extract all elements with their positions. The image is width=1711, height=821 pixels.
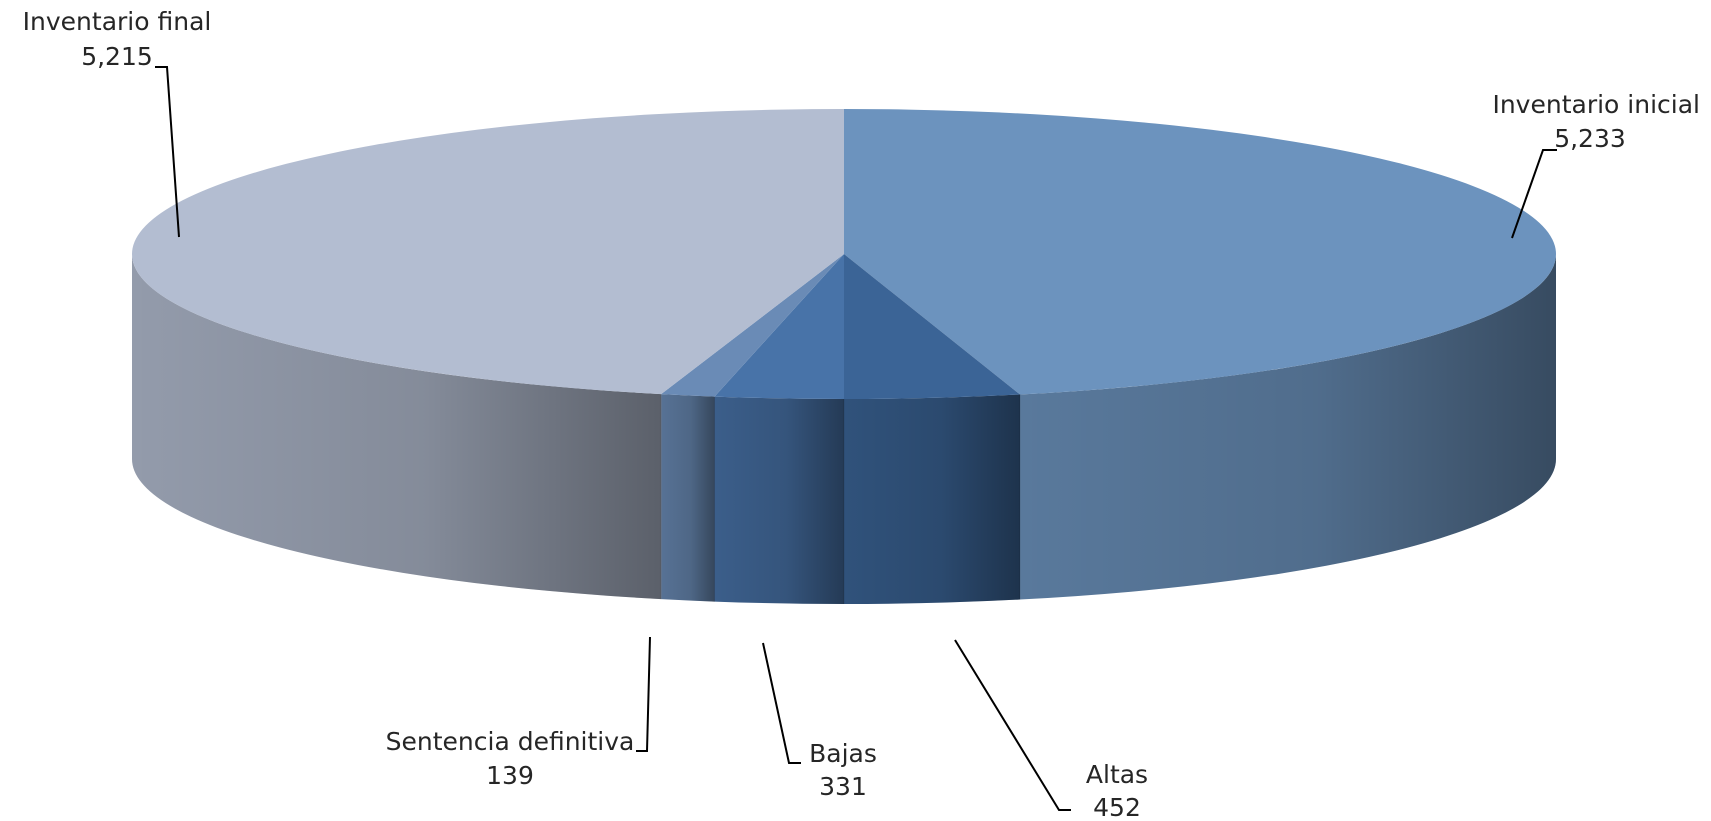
label-altas: Altas xyxy=(1086,760,1148,789)
pie-side-shade-sentencia-definitiva xyxy=(661,394,715,602)
pie-side-shade-inventario-final xyxy=(132,254,662,600)
leader-line-sentencia-definitiva xyxy=(636,636,651,752)
pie-side-shade-bajas xyxy=(714,396,844,604)
leader-line-inventario-final xyxy=(155,66,180,238)
pie-side-shade-altas xyxy=(844,394,1020,604)
label-bajas: Bajas xyxy=(809,739,877,768)
pie-slice-sentencia-definitiva xyxy=(661,254,844,397)
value-inventario-inicial: 5,233 xyxy=(1554,124,1626,153)
value-inventario-final: 5,215 xyxy=(81,42,153,71)
leader-line-altas xyxy=(954,639,1071,811)
value-bajas: 331 xyxy=(819,772,867,801)
label-inventario-inicial: Inventario inicial xyxy=(1492,90,1700,119)
value-sentencia-definitiva: 139 xyxy=(486,761,534,790)
pie-sides xyxy=(132,254,1556,604)
pie-slice-bajas xyxy=(714,254,844,399)
pie-slice-altas xyxy=(844,254,1020,399)
leader-line-inventario-inicial xyxy=(1511,149,1557,239)
value-altas: 452 xyxy=(1093,793,1141,821)
pie-side-shade-inventario-inicial xyxy=(1019,254,1556,600)
leader-line-bajas xyxy=(762,642,801,764)
label-inventario-final: Inventario final xyxy=(23,7,212,36)
pie-slice-inventario-final xyxy=(132,109,845,395)
label-sentencia-definitiva: Sentencia definitiva xyxy=(386,727,635,756)
pie-tops xyxy=(132,109,1557,399)
pie-slice-inventario-inicial xyxy=(844,109,1557,395)
